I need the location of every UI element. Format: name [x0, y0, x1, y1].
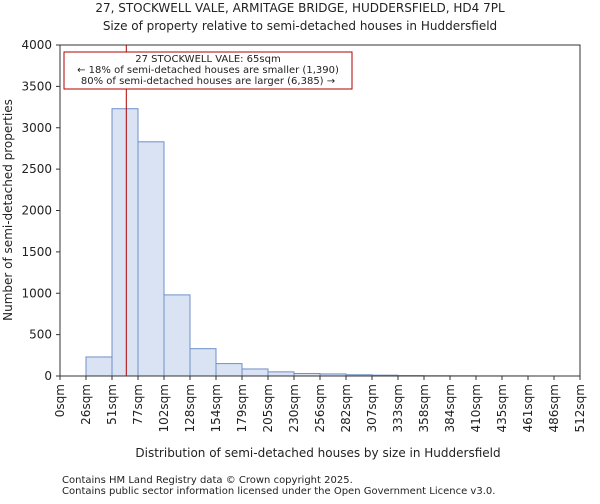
x-tick-label: 179sqm [235, 384, 249, 432]
y-axis-label: Number of semi-detached properties [1, 99, 15, 321]
x-tick-label: 307sqm [365, 384, 379, 432]
x-tick-label: 435sqm [495, 384, 509, 432]
x-tick-label: 486sqm [547, 384, 561, 432]
x-tick-label: 256sqm [313, 384, 327, 432]
y-tick-label: 3000 [21, 121, 52, 135]
x-tick-label: 512sqm [573, 384, 587, 432]
x-tick-label: 102sqm [157, 384, 171, 432]
x-tick-label: 0sqm [53, 384, 67, 417]
chart-title-line1: 27, STOCKWELL VALE, ARMITAGE BRIDGE, HUD… [95, 1, 505, 15]
x-tick-label: 77sqm [131, 384, 145, 425]
x-tick-label: 461sqm [521, 384, 535, 432]
histogram-bar [138, 142, 164, 376]
x-tick-label: 410sqm [469, 384, 483, 432]
y-tick-label: 3500 [21, 79, 52, 93]
annotation-line3: 80% of semi-detached houses are larger (… [81, 76, 335, 87]
histogram-bar [242, 369, 268, 376]
x-tick-label: 333sqm [391, 384, 405, 432]
histogram-bar [268, 372, 294, 376]
y-tick-label: 1500 [21, 245, 52, 259]
histogram-bar [216, 364, 242, 376]
histogram-bar [86, 357, 112, 376]
histogram-bar [190, 349, 216, 376]
y-tick-label: 4000 [21, 38, 52, 52]
footer-line1: Contains HM Land Registry data © Crown c… [62, 475, 353, 486]
x-tick-label: 51sqm [105, 384, 119, 425]
footer-line2: Contains public sector information licen… [62, 486, 495, 497]
x-tick-label: 26sqm [79, 384, 93, 425]
histogram-bar [164, 295, 190, 376]
x-tick-label: 230sqm [287, 384, 301, 432]
y-tick-label: 2500 [21, 162, 52, 176]
x-tick-label: 154sqm [209, 384, 223, 432]
annotation-line1: 27 STOCKWELL VALE: 65sqm [135, 54, 280, 65]
x-axis-label: Distribution of semi-detached houses by … [135, 446, 500, 460]
x-tick-label: 358sqm [417, 384, 431, 432]
annotation-line2: ← 18% of semi-detached houses are smalle… [77, 65, 339, 76]
x-tick-label: 205sqm [261, 384, 275, 432]
chart-title-line2: Size of property relative to semi-detach… [103, 19, 497, 33]
y-tick-label: 0 [44, 369, 52, 383]
y-tick-label: 2000 [21, 204, 52, 218]
histogram-bar [112, 109, 138, 376]
x-tick-label: 282sqm [339, 384, 353, 432]
x-tick-label: 384sqm [443, 384, 457, 432]
y-tick-label: 1000 [21, 286, 52, 300]
y-tick-label: 500 [29, 328, 52, 342]
x-tick-label: 128sqm [183, 384, 197, 432]
